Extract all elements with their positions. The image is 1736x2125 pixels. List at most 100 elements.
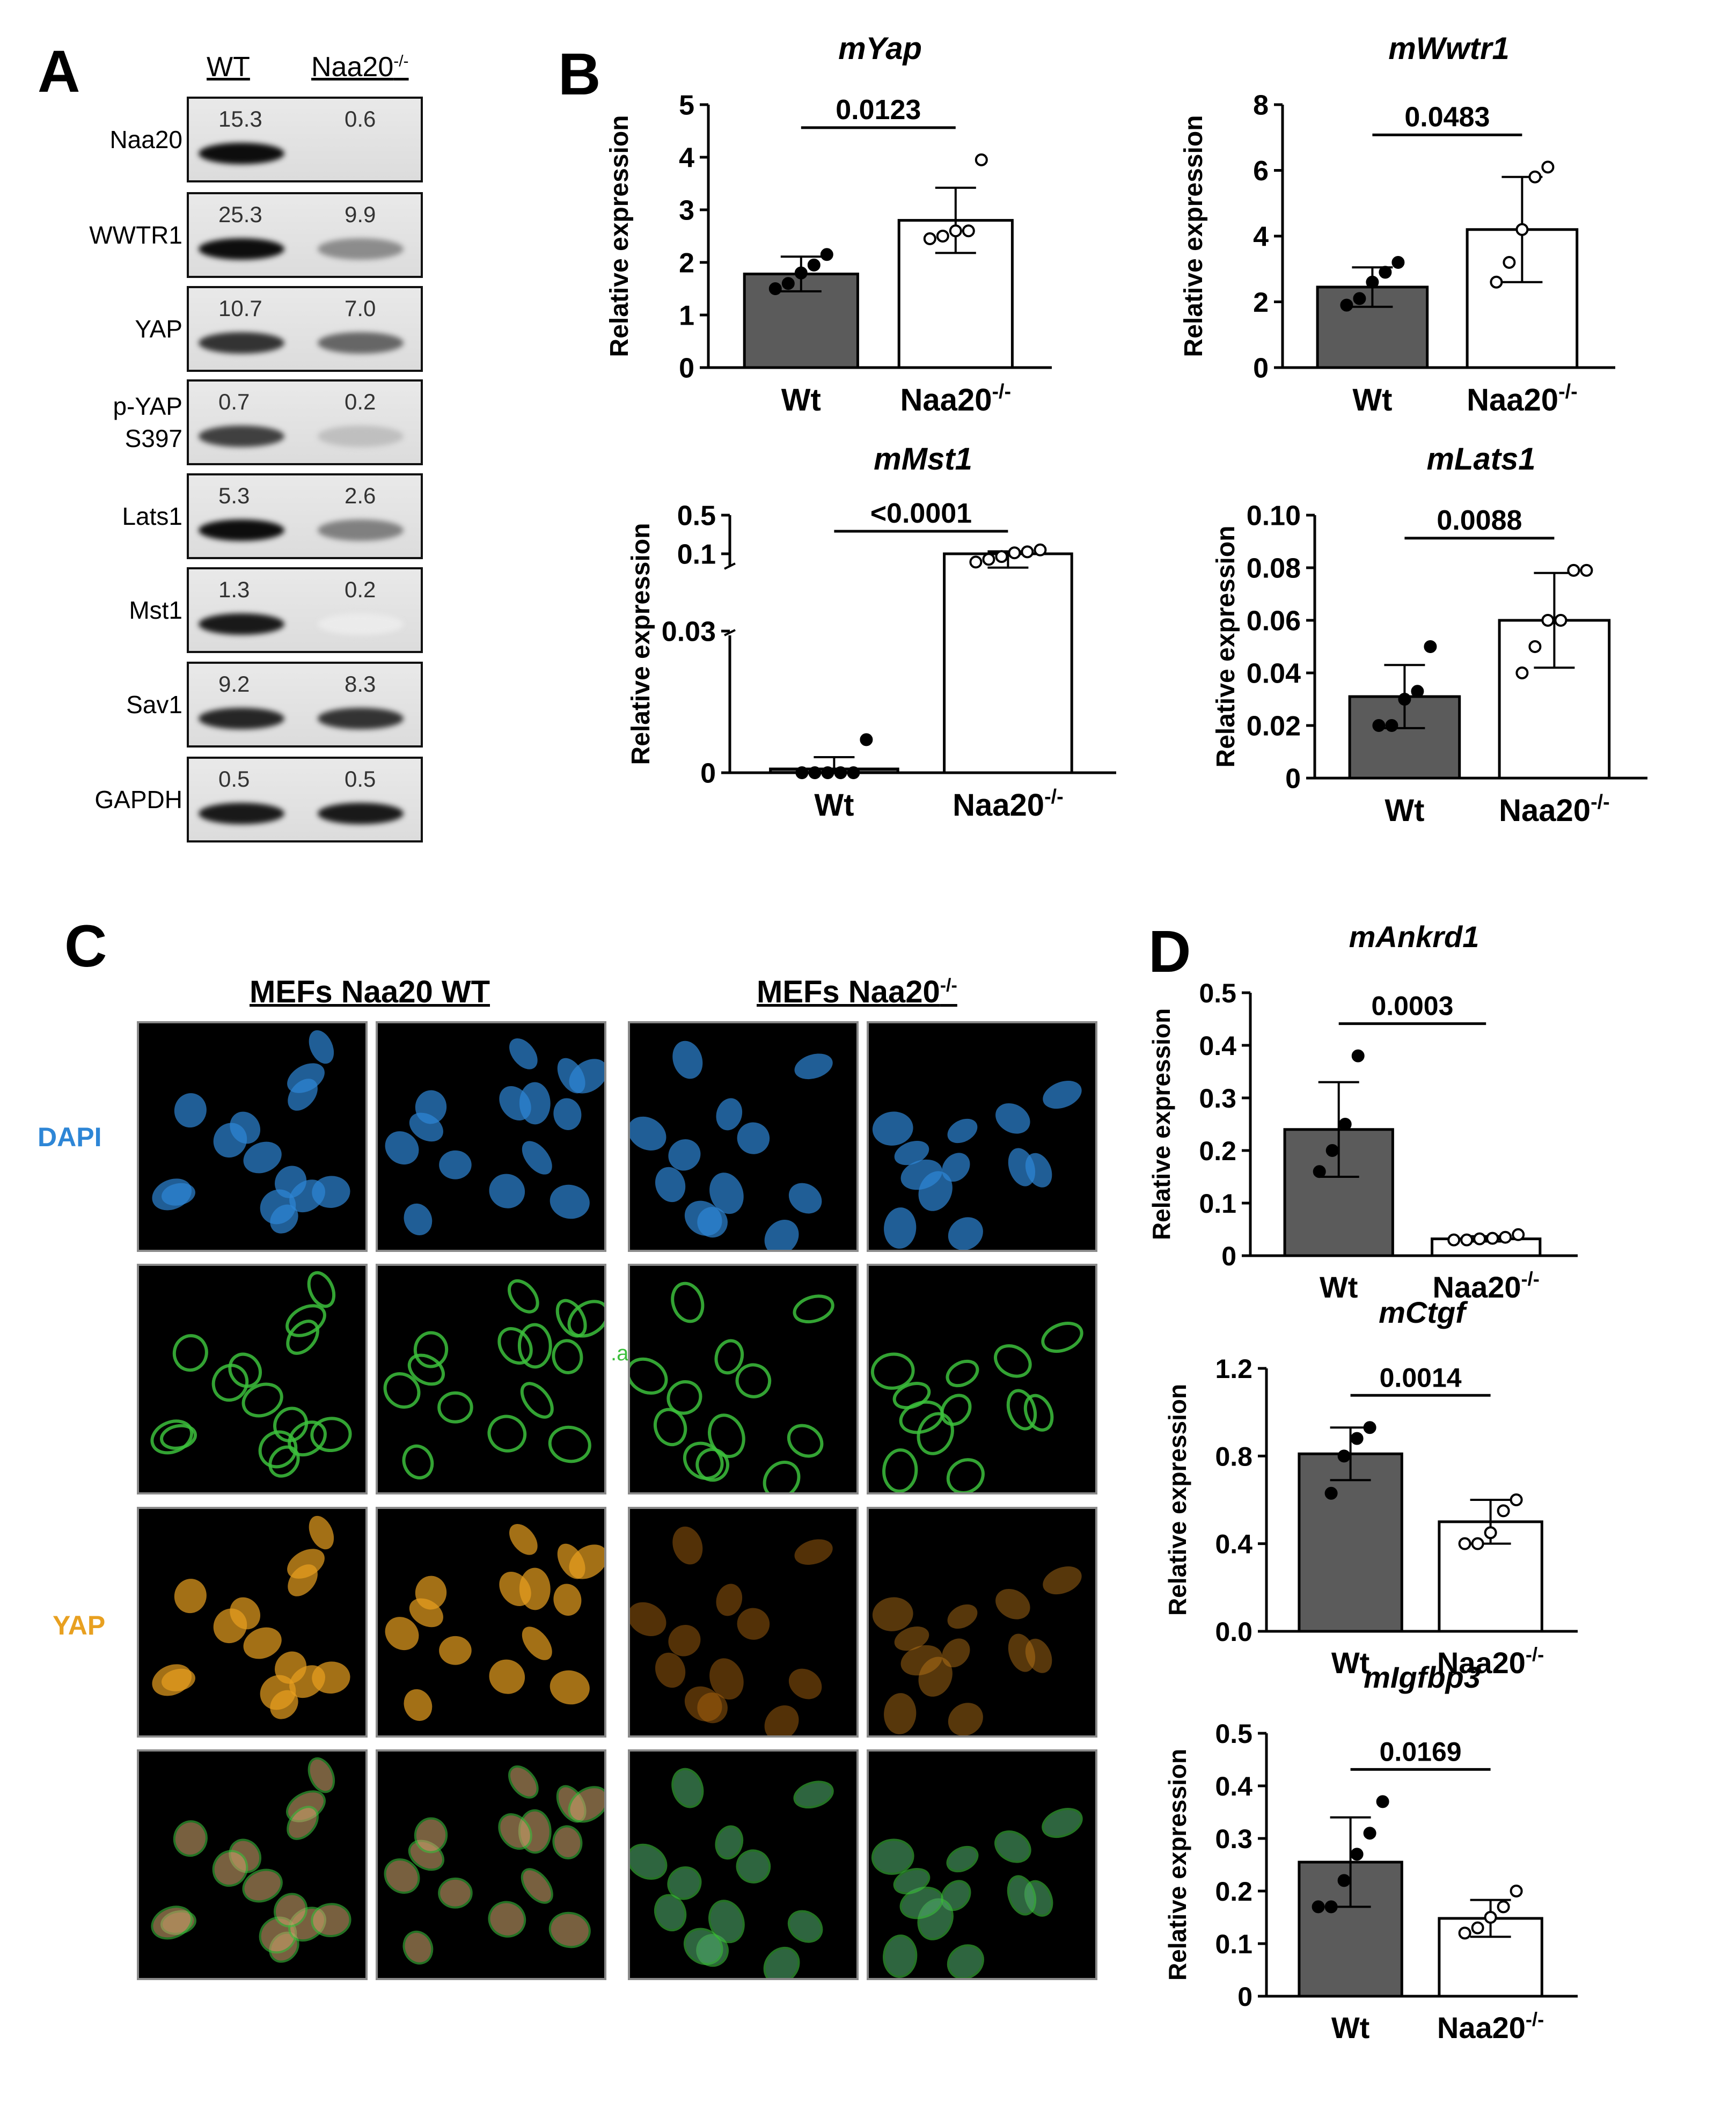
data-point bbox=[1528, 640, 1542, 653]
y-tick-label: 0.1 bbox=[1215, 1929, 1252, 1959]
x-tick-label: Naa20-/- bbox=[953, 785, 1064, 823]
bar-wt bbox=[1348, 695, 1461, 780]
data-point bbox=[807, 258, 821, 272]
cell-image bbox=[151, 1757, 351, 1963]
data-point bbox=[1379, 266, 1392, 279]
nucleus bbox=[309, 1515, 334, 1550]
nucleus bbox=[309, 1030, 334, 1064]
y-tick-label: 0.0 bbox=[1215, 1617, 1252, 1647]
nucleus bbox=[522, 1141, 552, 1175]
nucleus bbox=[737, 1608, 770, 1640]
nucleus bbox=[383, 1372, 421, 1409]
x-tick-label: Naa20-/- bbox=[1499, 790, 1610, 828]
micrograph-merge-1 bbox=[137, 1749, 368, 1980]
nucleus bbox=[654, 1894, 687, 1932]
nucleus bbox=[695, 1448, 729, 1482]
chart-mst1: mMst1 Relative expression 0 0.03 0.1 0.5 Wt Naa… bbox=[627, 442, 1116, 823]
blot-value-ko: 0.5 bbox=[345, 766, 376, 792]
nucleus bbox=[569, 1544, 604, 1579]
nucleus bbox=[415, 1576, 447, 1610]
data-point bbox=[795, 766, 809, 779]
data-point bbox=[1515, 223, 1529, 236]
y-tick-label: 0.08 bbox=[1247, 553, 1301, 584]
blot-label-sav1: Sav1 bbox=[126, 691, 182, 719]
y-tick-label: 8 bbox=[1253, 90, 1269, 121]
nucleus bbox=[310, 1417, 352, 1453]
blot-row: 9.2 8.3 bbox=[187, 662, 423, 748]
nucleus bbox=[548, 1911, 591, 1948]
nucleus bbox=[794, 1053, 833, 1080]
blot-value-wt: 1.3 bbox=[218, 577, 250, 602]
nucleus bbox=[671, 1281, 705, 1323]
data-point bbox=[1484, 1526, 1497, 1540]
chart-wwtr1: mWwtr1 Relative expression 0 2 4 6 8 Wt Naa20-/-… bbox=[1180, 31, 1615, 417]
nucleus bbox=[497, 1327, 533, 1365]
nucleus bbox=[787, 1424, 824, 1458]
y-tick-label: 0.5 bbox=[1199, 978, 1236, 1008]
nucleus bbox=[268, 1445, 300, 1478]
cell-image bbox=[872, 1081, 1082, 1250]
y-tick-label: 0.1 bbox=[1199, 1189, 1236, 1219]
nucleus bbox=[666, 1380, 702, 1415]
nucleus bbox=[274, 1893, 308, 1928]
nucleus bbox=[414, 1817, 448, 1853]
nucleus bbox=[439, 1150, 472, 1179]
nucleus bbox=[882, 1448, 918, 1492]
nucleus bbox=[488, 1901, 526, 1938]
nucleus bbox=[1008, 1148, 1036, 1186]
nucleus bbox=[684, 1686, 722, 1721]
bar-wt bbox=[1298, 1452, 1403, 1633]
cell-image bbox=[870, 1322, 1083, 1492]
panel-letter-a: A bbox=[38, 39, 80, 105]
y-tick-label: 0.4 bbox=[1215, 1771, 1252, 1801]
data-point bbox=[1512, 1228, 1525, 1241]
data-point bbox=[1473, 1232, 1486, 1245]
data-point bbox=[1340, 298, 1353, 312]
nucleus bbox=[548, 1425, 591, 1463]
x-tick-label: Wt bbox=[814, 788, 854, 823]
nucleus bbox=[630, 1843, 668, 1880]
micrograph-yap-3 bbox=[628, 1507, 859, 1738]
data-point bbox=[1528, 170, 1542, 184]
nucleus bbox=[509, 1038, 538, 1069]
nucleus bbox=[437, 1391, 473, 1424]
nucleus bbox=[415, 1090, 447, 1124]
micrograph-green-1 bbox=[137, 1264, 368, 1494]
row-label-yap: YAP bbox=[53, 1610, 106, 1640]
nucleus bbox=[716, 1098, 743, 1131]
nucleus bbox=[517, 1323, 552, 1369]
y-tick-label: 0.2 bbox=[1215, 1877, 1252, 1907]
data-point bbox=[860, 733, 873, 746]
blot-row: 15.3 0.6 bbox=[187, 97, 423, 182]
axis-break bbox=[724, 562, 736, 570]
nucleus bbox=[567, 1300, 604, 1338]
data-point bbox=[1337, 1449, 1351, 1463]
nucleus bbox=[872, 1597, 913, 1631]
nucleus bbox=[508, 1765, 539, 1799]
nucleus bbox=[499, 1086, 531, 1121]
y-tick-label: 0 bbox=[1253, 353, 1269, 384]
nucleus bbox=[672, 1040, 703, 1079]
nucleus bbox=[385, 1617, 419, 1651]
nucleus bbox=[312, 1176, 350, 1208]
band-ko bbox=[318, 708, 404, 729]
nucleus bbox=[894, 1141, 929, 1166]
data-point bbox=[949, 224, 962, 238]
nucleus bbox=[793, 1780, 834, 1809]
axis-break bbox=[724, 629, 736, 636]
nucleus bbox=[243, 1141, 282, 1174]
band-wt bbox=[199, 519, 284, 541]
data-point bbox=[834, 766, 847, 779]
nucleus bbox=[763, 1460, 801, 1492]
data-point bbox=[1324, 1486, 1338, 1500]
y-axis-label: Relative expression bbox=[1180, 115, 1208, 357]
cell-image bbox=[152, 1515, 350, 1719]
y-tick-label: 0.5 bbox=[677, 501, 716, 532]
data-point bbox=[1350, 1848, 1364, 1861]
chart-ankrd1: mAnkrd1 Relative expression 0 0.1 0.2 0.3 0.4 0… bbox=[1147, 920, 1578, 1304]
nucleus bbox=[946, 1845, 979, 1873]
x-tick-label: Naa20-/- bbox=[1433, 1268, 1540, 1304]
nucleus bbox=[213, 1123, 247, 1158]
chart-ctgf: mCtgf Relative expression 0.0 0.4 0.8 1.2 Wt Na… bbox=[1163, 1295, 1578, 1680]
y-tick-label: 6 bbox=[1253, 156, 1269, 187]
